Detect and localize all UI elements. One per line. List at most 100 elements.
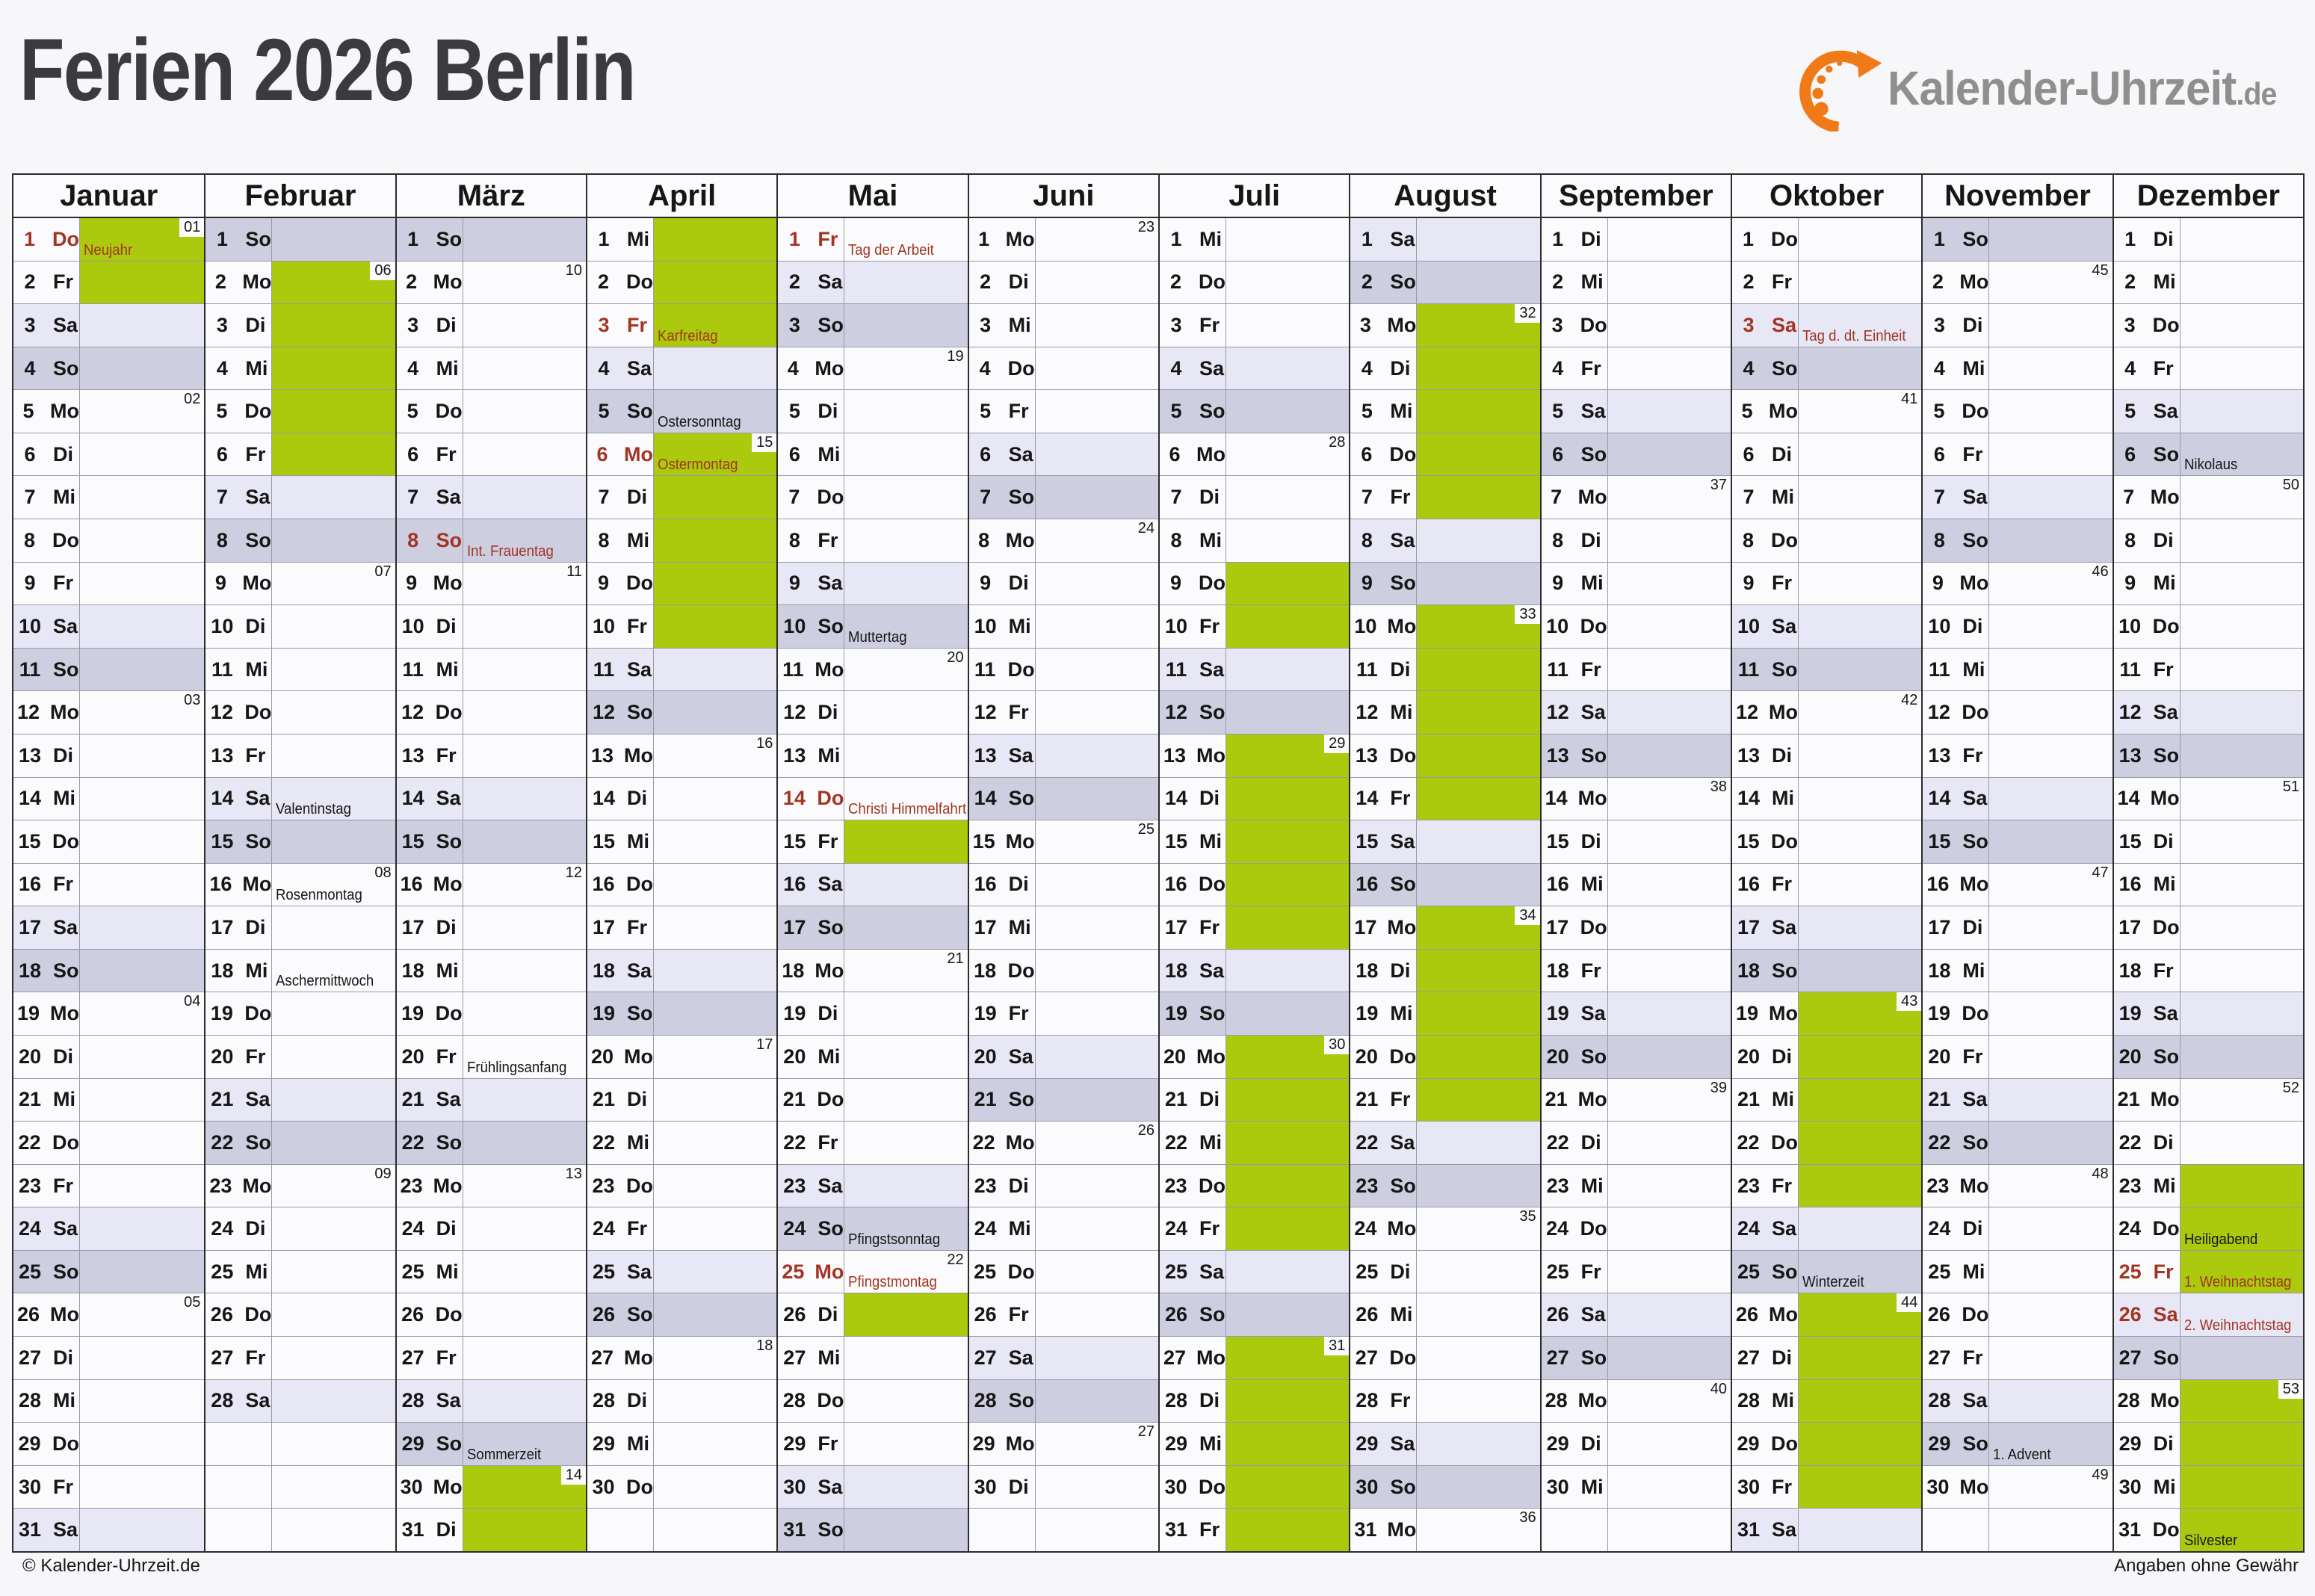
day-cell: 4 So <box>1732 347 1799 390</box>
weekday-abbr: Mi <box>436 356 459 380</box>
day-cell: 30 So <box>1350 1465 1418 1509</box>
note-cell <box>2180 864 2303 906</box>
day-number: 7 <box>1361 486 1373 509</box>
day-row: 14 Sa <box>396 776 586 820</box>
note-cell <box>1608 262 1731 304</box>
day-row: 29 Mi <box>1159 1422 1350 1465</box>
note-cell <box>654 1466 776 1509</box>
day-number: 7 <box>788 486 800 509</box>
holiday-label: Aschermittwoch <box>276 973 374 990</box>
weekday-abbr: Mi <box>1390 400 1413 423</box>
note-cell <box>1608 992 1731 1035</box>
day-cell: 23 Di <box>969 1164 1036 1207</box>
weekday-abbr: Fr <box>1771 1174 1792 1197</box>
day-row: 10 So Muttertag <box>778 604 968 648</box>
note-cell <box>1226 691 1349 734</box>
weekday-abbr: Do <box>52 1130 79 1154</box>
day-number: 10 <box>401 614 424 637</box>
note-cell <box>1608 820 1731 863</box>
day-cell: 9 Fr <box>1732 562 1799 605</box>
note-cell-empty <box>272 1509 395 1551</box>
day-row: 21 Sa <box>205 1077 395 1122</box>
day-number: 16 <box>2118 873 2142 896</box>
weekday-abbr: Mi <box>817 743 841 767</box>
note-cell <box>272 390 395 433</box>
week-number: 26 <box>1133 1122 1158 1141</box>
day-cell: 19 Mi <box>1350 992 1418 1035</box>
weekday-abbr: Fr <box>1771 270 1792 294</box>
day-cell: 12 Mo <box>1732 691 1799 734</box>
day-cell: 2 Sa <box>778 261 845 304</box>
weekday-abbr: So <box>53 959 79 982</box>
day-row: 26 So <box>1159 1293 1350 1337</box>
day-number: 4 <box>598 356 610 380</box>
day-number: 3 <box>788 313 800 336</box>
weekday-abbr: Mo <box>242 572 272 595</box>
day-row: 3 Di <box>1923 303 2112 347</box>
note-cell <box>1226 1164 1350 1207</box>
note-cell <box>1799 734 1921 777</box>
weekday-abbr: Mo <box>1769 400 1798 423</box>
day-row: 30 Mi <box>2113 1464 2303 1509</box>
day-number: 28 <box>782 1389 806 1412</box>
note-cell: Tag der Arbeit <box>844 218 967 261</box>
day-number: 4 <box>979 356 991 380</box>
weekday-abbr: Di <box>1962 1217 1983 1240</box>
day-row: 18 Mo 21 <box>778 948 968 992</box>
day-cell: 12 Do <box>1923 691 1990 734</box>
note-cell: 20 <box>844 648 968 691</box>
note-cell <box>1799 1509 1921 1551</box>
week-number: 15 <box>752 433 777 452</box>
day-cell: 20 So <box>1542 1035 1608 1078</box>
day-cell: 18 Mi <box>1923 949 1990 992</box>
day-number: 31 <box>18 1518 42 1541</box>
day-cell: 25 Sa <box>1160 1250 1226 1293</box>
day-number: 15 <box>592 829 615 853</box>
weekday-abbr: Do <box>1962 701 1989 724</box>
weekday-abbr: Mi <box>436 959 459 982</box>
day-row: 7 Mi <box>1731 475 1922 519</box>
day-cell: 14 Mi <box>1732 777 1799 820</box>
note-cell: 23 <box>1036 218 1158 261</box>
day-cell: 23 Mi <box>1542 1164 1608 1207</box>
day-number: 24 <box>1546 1217 1569 1240</box>
day-row: 25 Mo 22 Pfingstmontag <box>778 1249 968 1293</box>
note-cell <box>1608 347 1731 390</box>
day-number: 18 <box>1546 959 1569 982</box>
note-cell <box>1798 1423 1922 1465</box>
day-row: 27 Fr <box>205 1336 395 1379</box>
note-cell <box>1798 1465 1922 1509</box>
note-cell <box>1798 1164 1922 1207</box>
day-cell: 6 Di <box>13 433 80 476</box>
day-number: 23 <box>400 1174 423 1197</box>
day-row: 17 Sa <box>1731 906 1922 949</box>
day-row: 3 Sa Tag d. dt. Einheit <box>1731 303 1922 347</box>
day-number: 6 <box>216 442 228 466</box>
day-number: 26 <box>401 1303 424 1326</box>
note-cell <box>1989 649 2112 691</box>
day-number: 10 <box>974 614 997 637</box>
day-row: 22 Di <box>2113 1121 2303 1164</box>
day-cell: 5 Di <box>778 390 845 433</box>
day-number: 1 <box>2124 227 2136 250</box>
weekday-abbr: Mi <box>626 1432 649 1455</box>
note-cell <box>1799 605 1921 648</box>
weekday-abbr: Mo <box>815 1260 844 1283</box>
day-cell: 27 Di <box>13 1337 80 1379</box>
note-cell <box>2180 262 2303 304</box>
day-row: 15 Mi <box>1159 820 1350 863</box>
day-cell: 12 Mo <box>13 691 80 734</box>
day-number: 8 <box>1933 528 1945 551</box>
day-cell: 30 Do <box>587 1465 654 1509</box>
weekday-abbr: Di <box>626 486 647 509</box>
day-cell: 28 Di <box>587 1379 654 1423</box>
day-number: 30 <box>974 1475 997 1498</box>
day-cell: 12 So <box>1160 691 1226 734</box>
day-number: 6 <box>1361 442 1373 466</box>
day-number: 30 <box>783 1475 806 1498</box>
day-row: 14 Mo 51 <box>2113 776 2303 820</box>
weekday-abbr: So <box>436 829 463 853</box>
day-number: 12 <box>974 701 997 724</box>
day-cell: 18 So <box>13 949 80 992</box>
weekday-abbr: Sa <box>626 658 652 681</box>
